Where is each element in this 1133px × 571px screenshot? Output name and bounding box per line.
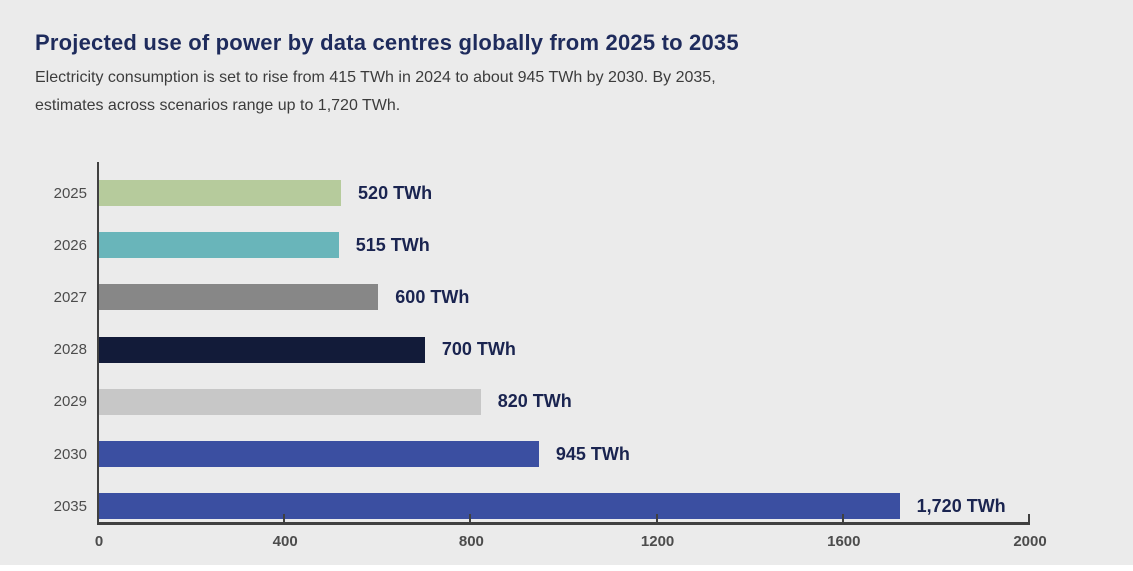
value-label: 515 TWh xyxy=(355,234,430,255)
x-axis-tick-label: 0 xyxy=(94,533,104,550)
x-axis-tick-label: 400 xyxy=(272,533,298,550)
bottom-strip xyxy=(0,565,1133,571)
chart-header: Projected use of power by data centres g… xyxy=(35,30,739,120)
x-axis-tick-label: 1200 xyxy=(640,533,675,550)
year-label: 2028 xyxy=(53,341,87,359)
chart-subtitle: Electricity consumption is set to rise f… xyxy=(35,64,739,120)
bar-row: 2027 600 TWh xyxy=(54,284,1030,311)
bar-row: 2026 515 TWh xyxy=(54,232,1030,259)
x-axis-tick-label: 1600 xyxy=(827,533,861,550)
x-axis-labels: 0 400 800 1200 1600 2000 xyxy=(95,533,1047,553)
value-label: 1,720 TWh xyxy=(916,495,1006,516)
value-label: 820 TWh xyxy=(497,391,572,412)
bar-2030 xyxy=(99,441,539,467)
bar-row: 2035 1,720 TWh xyxy=(54,493,1030,520)
year-label: 2029 xyxy=(53,393,87,411)
x-axis-tick-label: 800 xyxy=(458,533,484,550)
bar-row: 2029 820 TWh xyxy=(54,388,1030,415)
bar-2029 xyxy=(99,388,481,415)
value-label: 700 TWh xyxy=(441,339,516,360)
plot-area: 0 400 800 1200 1600 2000 2025 520 TWh 2026 51… xyxy=(54,162,1047,550)
value-label: 600 TWh xyxy=(395,286,470,307)
year-label: 2035 xyxy=(53,497,87,515)
bar-2027 xyxy=(99,284,379,311)
value-label: 945 TWh xyxy=(555,443,630,464)
x-axis-tick xyxy=(1028,514,1030,522)
x-axis-tick xyxy=(283,514,286,522)
bar-2025 xyxy=(99,180,342,206)
chart-subtitle-line2: estimates across scenarios range up to 1… xyxy=(35,97,401,114)
chart-subtitle-line1: Electricity consumption is set to rise f… xyxy=(35,69,716,86)
bar-2035 xyxy=(99,493,900,520)
x-axis-tick xyxy=(655,514,658,522)
year-label: 2027 xyxy=(53,288,87,306)
bar-row: 2028 700 TWh xyxy=(54,336,1030,363)
x-axis-tick-label: 2000 xyxy=(1013,533,1047,550)
year-label: 2030 xyxy=(53,445,87,463)
bar-2026 xyxy=(99,232,339,259)
bar-row: 2030 945 TWh xyxy=(54,441,1030,467)
bar-row: 2025 520 TWh xyxy=(54,180,1030,206)
bar-2028 xyxy=(99,336,425,363)
value-label: 520 TWh xyxy=(358,182,433,203)
x-axis-tick xyxy=(841,514,844,522)
year-label: 2025 xyxy=(53,184,87,202)
year-label: 2026 xyxy=(53,236,87,254)
x-axis-tick xyxy=(469,514,472,522)
chart-title: Projected use of power by data centres g… xyxy=(35,30,739,55)
